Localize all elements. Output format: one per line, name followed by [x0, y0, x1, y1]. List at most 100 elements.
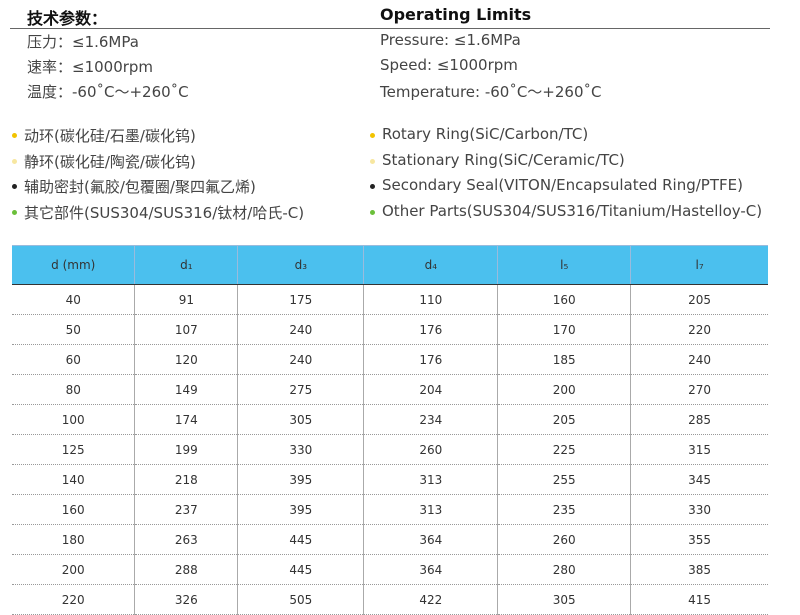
row: 220 326 505 422 305 415 [12, 584, 768, 615]
cell: 185 [497, 344, 631, 375]
material-line: Rotary Ring(SiC/Carbon/TC) [382, 125, 589, 143]
cell: 80 [12, 374, 135, 405]
cell: 364 [363, 524, 498, 555]
row: 200 288 445 364 280 385 [12, 554, 768, 585]
cell: 204 [363, 374, 498, 405]
material-line: 动环(碳化硅/石墨/碳化钨) [24, 127, 196, 145]
cell: 170 [497, 314, 631, 345]
cell: 200 [12, 554, 135, 585]
title: Operating Limits [380, 5, 532, 24]
cell: 263 [134, 524, 238, 555]
title: 技术参数： [27, 9, 108, 28]
param-line: 速率：≤1000rpm [27, 58, 154, 76]
cell: 364 [363, 554, 498, 585]
column-header: d₄ [363, 245, 498, 285]
row: 160 237 395 313 235 330 [12, 494, 768, 525]
cell: 125 [12, 434, 135, 465]
cell: 50 [12, 314, 135, 345]
cell: 160 [12, 494, 135, 525]
param-line: 压力：≤1.6MPa [27, 33, 139, 51]
cell: 110 [363, 284, 498, 315]
material-line: 辅助密封(氟胶/包覆圈/聚四氟乙烯) [24, 178, 256, 196]
cell: 237 [134, 494, 238, 525]
cell: 445 [237, 524, 364, 555]
cell: 218 [134, 464, 238, 495]
cell: 220 [630, 314, 768, 345]
cell: 120 [134, 344, 238, 375]
cell: 395 [237, 494, 364, 525]
cell: 176 [363, 344, 498, 375]
material-line: Stationary Ring(SiC/Ceramic/TC) [382, 150, 625, 169]
cell: 240 [630, 344, 768, 375]
page: 技术参数： Operating Limits 压力：≤1.6MPa 速率：≤100… [10, 5, 770, 615]
cell: 260 [497, 524, 631, 555]
cell: 345 [630, 464, 768, 495]
material-line: Other Parts(SUS304/SUS316/Titanium/Haste… [382, 201, 763, 220]
cell: 330 [630, 494, 768, 525]
cell: 285 [630, 404, 768, 435]
bullet [12, 184, 17, 189]
bullet [370, 184, 375, 189]
column-header: l₇ [630, 245, 768, 285]
cell: 240 [237, 314, 364, 345]
cell: 225 [497, 434, 631, 465]
cell: 174 [134, 404, 238, 435]
cell: 305 [237, 404, 364, 435]
cell: 205 [630, 284, 768, 315]
row: 140 218 395 313 255 345 [12, 464, 768, 495]
cell: 415 [630, 584, 768, 615]
cell: 91 [134, 284, 238, 315]
material-line: 其它部件(SUS304/SUS316/钛材/哈氏-C) [24, 203, 305, 222]
cell: 240 [237, 344, 364, 375]
cell: 288 [134, 554, 238, 585]
cell: 235 [497, 494, 631, 525]
cell: 205 [497, 404, 631, 435]
cell: 445 [237, 554, 364, 585]
cell: 275 [237, 374, 364, 405]
cell: 175 [237, 284, 364, 315]
cell: 180 [12, 524, 135, 555]
column-header: d (mm) [12, 245, 135, 285]
column-header: l₅ [497, 245, 631, 285]
row: 60 120 240 176 185 240 [12, 344, 768, 375]
bullet [12, 133, 17, 138]
column-header: d₃ [237, 245, 364, 285]
cell: 199 [134, 434, 238, 465]
column-header: d₁ [134, 245, 238, 285]
cell: 505 [237, 584, 364, 615]
material-line: Secondary Seal(VITON/Encapsulated Ring/P… [382, 176, 743, 194]
cell: 149 [134, 374, 238, 405]
row: 80 149 275 204 200 270 [12, 374, 768, 405]
cell: 280 [497, 554, 631, 585]
row: 100 174 305 234 205 285 [12, 404, 768, 435]
bullet [12, 209, 17, 215]
bullet [370, 158, 375, 164]
cell: 255 [497, 464, 631, 495]
bullet [370, 133, 375, 138]
rule [10, 28, 770, 29]
cell: 330 [237, 434, 364, 465]
cell: 160 [497, 284, 631, 315]
cell: 315 [630, 434, 768, 465]
cell: 305 [497, 584, 631, 615]
bullet [370, 209, 375, 215]
row: 40 91 175 110 160 205 [12, 284, 768, 315]
row: 50 107 240 176 170 220 [12, 314, 768, 345]
cell: 220 [12, 584, 135, 615]
cell: 176 [363, 314, 498, 345]
cell: 355 [630, 524, 768, 555]
cell: 200 [497, 374, 631, 405]
row: 125 199 330 260 225 315 [12, 434, 768, 465]
param-line: 温度：-60˚C～+260˚C [27, 83, 189, 101]
cell: 270 [630, 374, 768, 405]
cell: 326 [134, 584, 238, 615]
cell: 313 [363, 464, 498, 495]
param-line: Speed: ≤1000rpm [380, 56, 518, 74]
cell: 100 [12, 404, 135, 435]
cell: 422 [363, 584, 498, 615]
cell: 60 [12, 344, 135, 375]
cell: 260 [363, 434, 498, 465]
cell: 395 [237, 464, 364, 495]
table: d (mm) d₁ d₃ d₄ l₅ l₇ 40 91 175 110 160 205 50 107 240… [12, 245, 768, 615]
row: 180 263 445 364 260 355 [12, 524, 768, 555]
